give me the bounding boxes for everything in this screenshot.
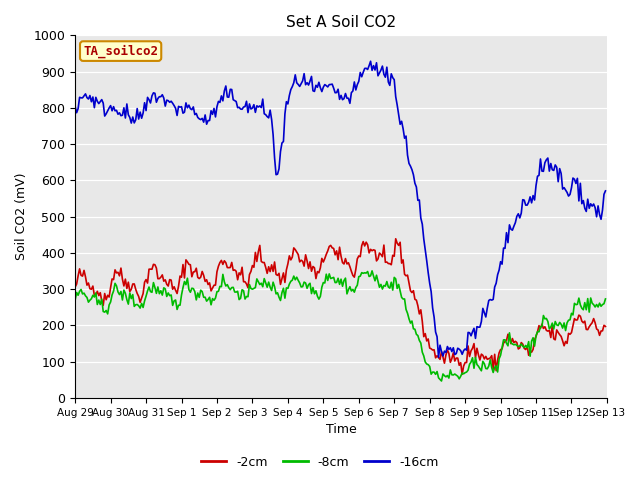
Title: Set A Soil CO2: Set A Soil CO2 (286, 15, 396, 30)
X-axis label: Time: Time (326, 423, 356, 436)
Legend: -2cm, -8cm, -16cm: -2cm, -8cm, -16cm (196, 451, 444, 474)
Text: TA_soilco2: TA_soilco2 (83, 44, 158, 58)
Y-axis label: Soil CO2 (mV): Soil CO2 (mV) (15, 173, 28, 260)
